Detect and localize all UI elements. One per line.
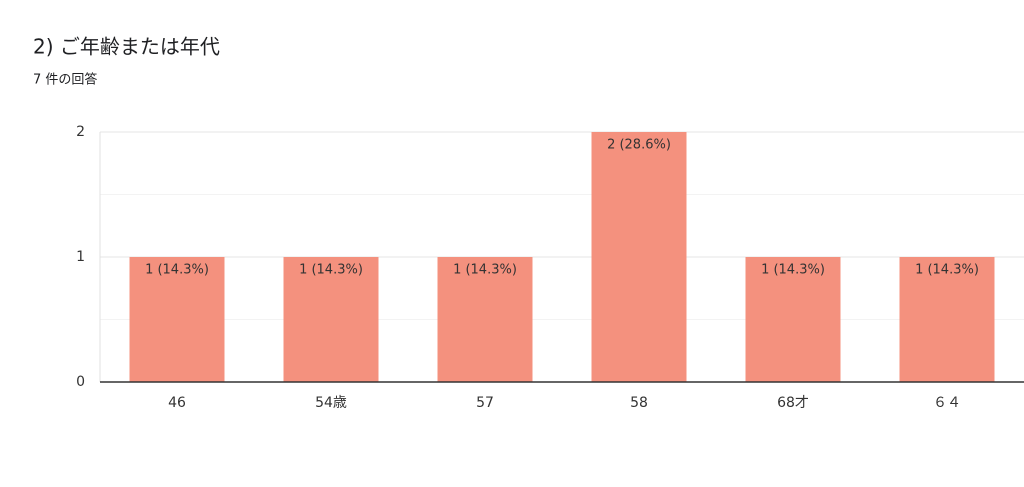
value-label: 1 (14.3%) [915, 263, 979, 278]
x-tick-label: 57 [476, 395, 494, 411]
bar [745, 257, 841, 382]
bar [129, 257, 225, 382]
bar [899, 257, 995, 382]
x-tick-label: 58 [630, 395, 648, 411]
value-label: 2 (28.6%) [607, 138, 671, 153]
value-label: 1 (14.3%) [453, 263, 517, 278]
y-tick-label: 1 [76, 249, 85, 265]
y-tick-label: 2 [76, 124, 85, 140]
bar [591, 132, 687, 382]
x-tick-label: ６４ [933, 395, 961, 411]
bar [283, 257, 379, 382]
value-label: 1 (14.3%) [761, 263, 825, 278]
value-label: 1 (14.3%) [145, 263, 209, 278]
x-tick-label: 54歳 [315, 395, 347, 411]
value-label: 1 (14.3%) [299, 263, 363, 278]
x-tick-label: 68才 [777, 395, 809, 411]
bar [437, 257, 533, 382]
y-tick-label: 0 [76, 374, 85, 390]
x-tick-label: 46 [168, 395, 186, 411]
chart-subtitle: 7 件の回答 [33, 72, 97, 88]
chart-title: 2) ご年齢または年代 [33, 35, 220, 59]
